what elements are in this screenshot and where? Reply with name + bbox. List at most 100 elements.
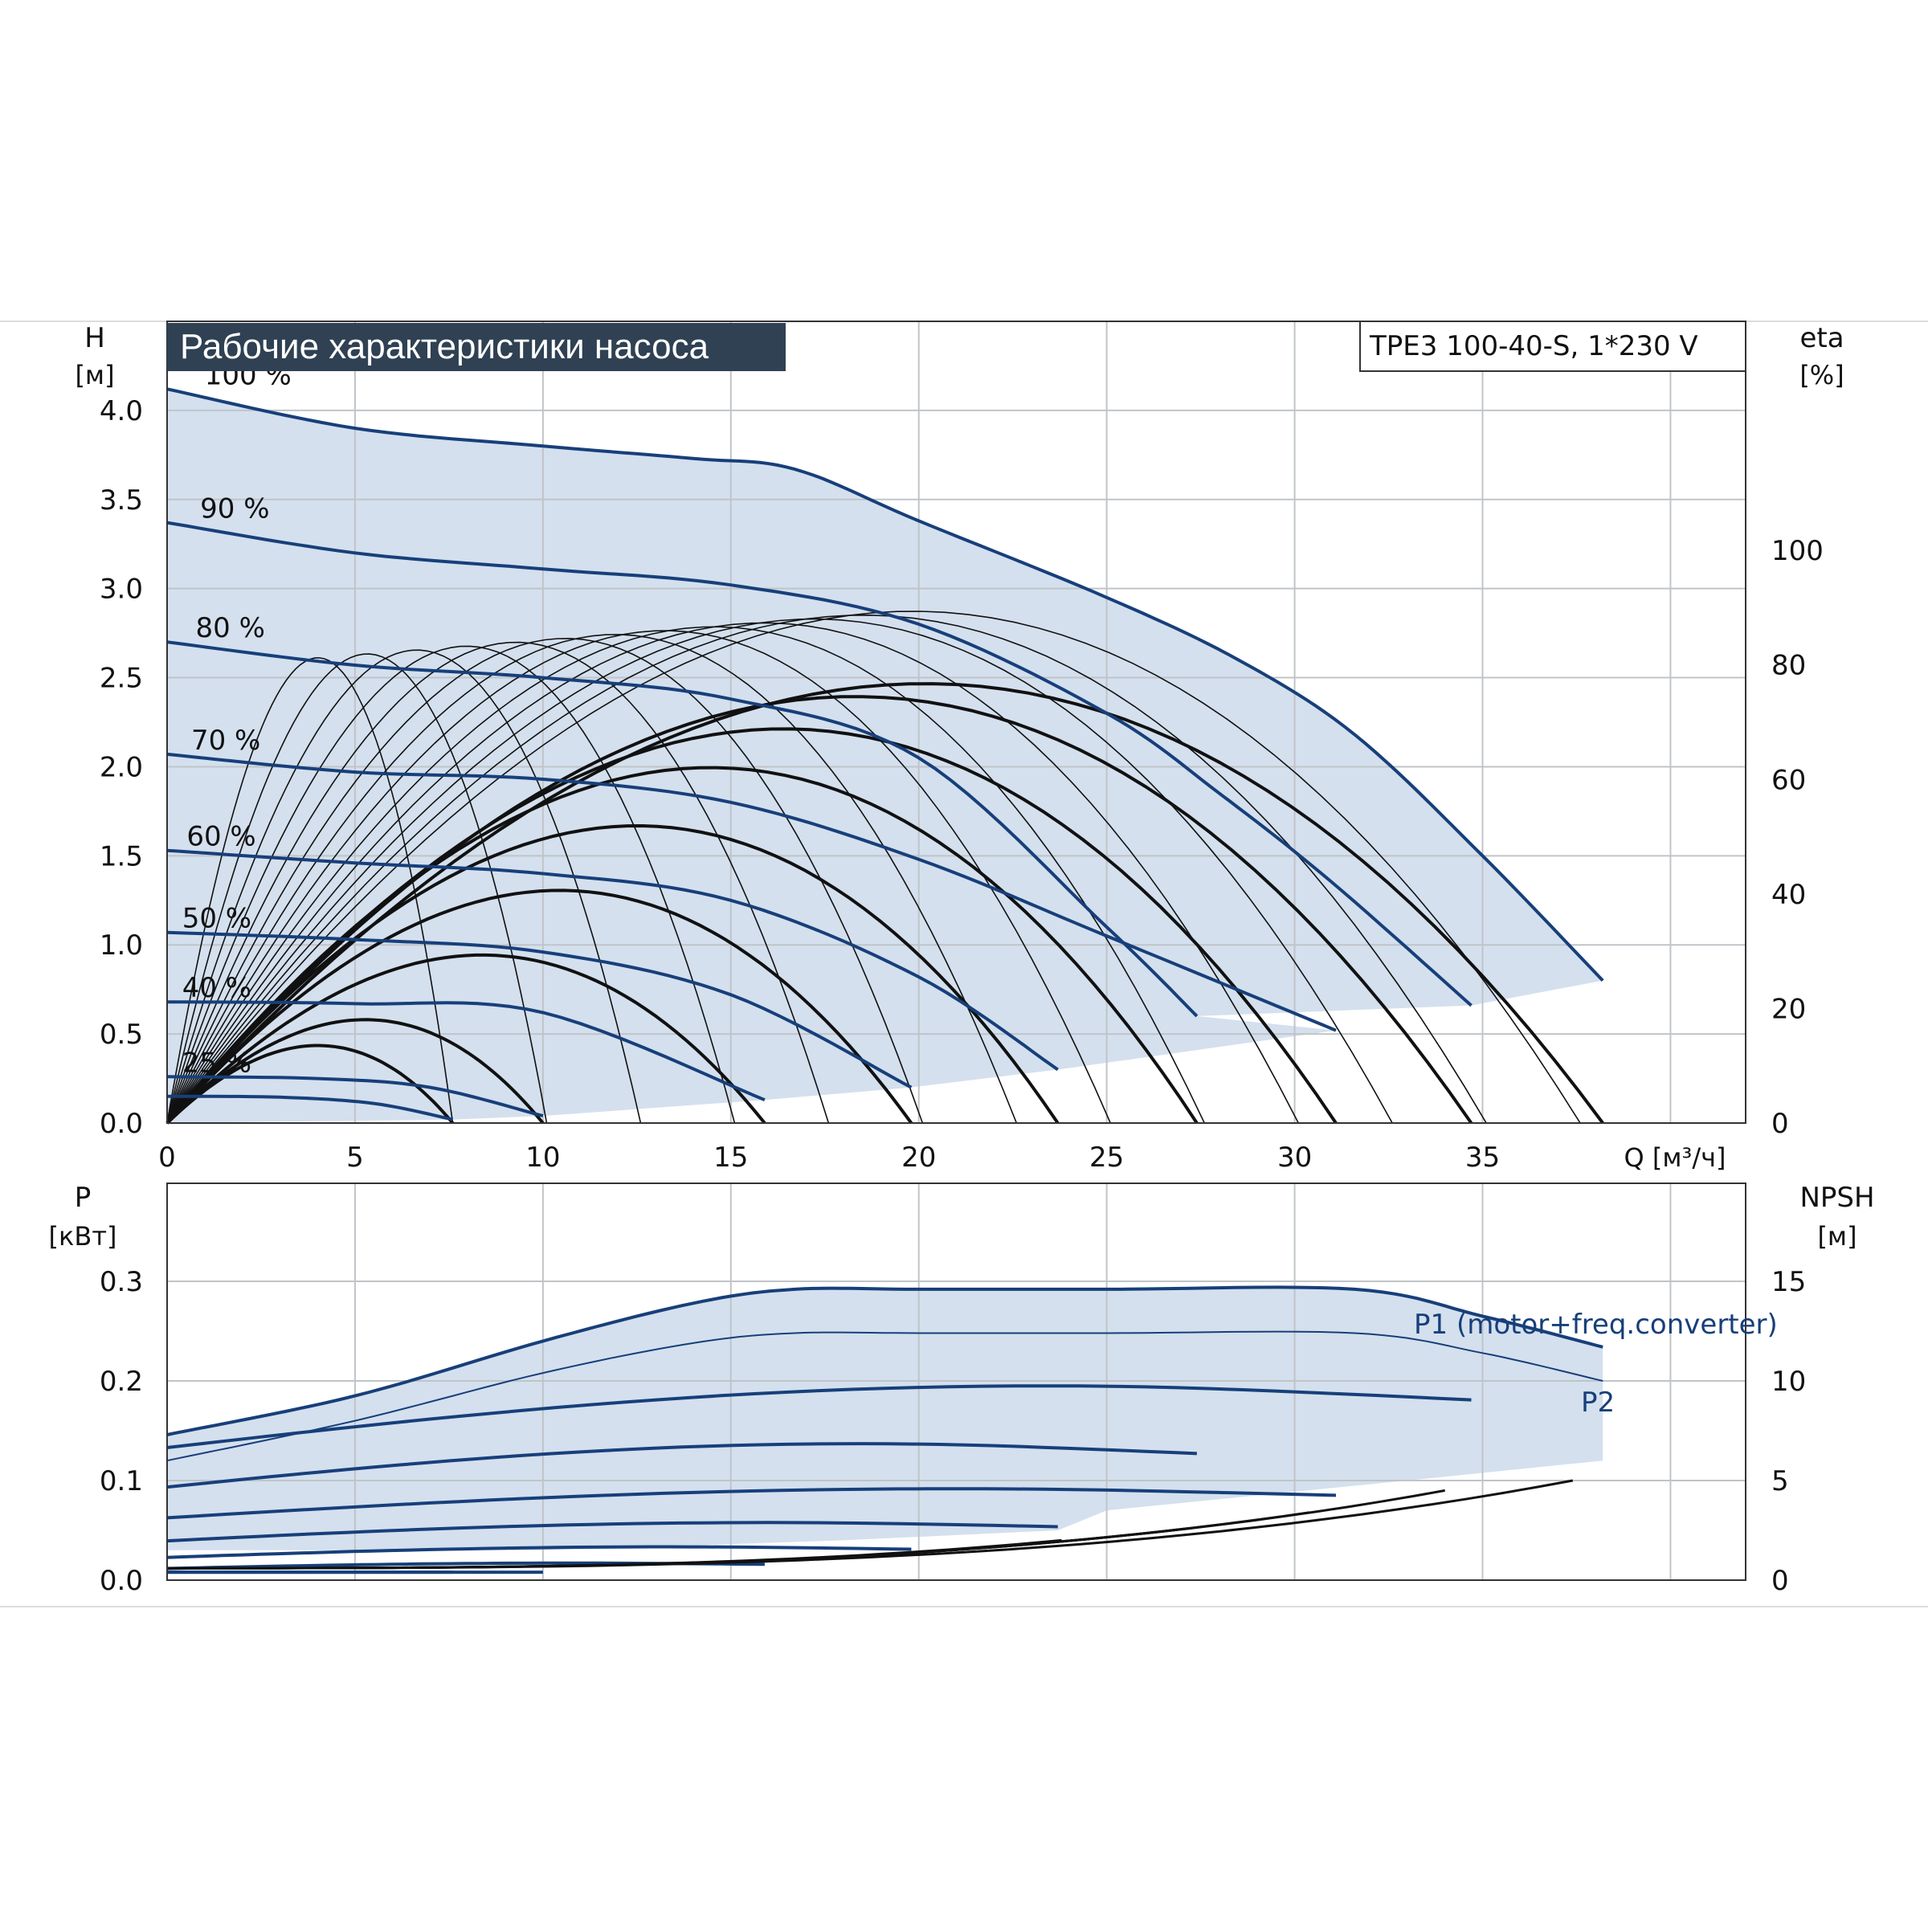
eta-curve xyxy=(165,682,1604,1125)
model-label: TPE3 100-40-S, 1*230 V xyxy=(1369,330,1698,362)
eta-curve xyxy=(165,695,1473,1125)
y-right-tick-label: 0 xyxy=(1771,1108,1789,1140)
p1-label: P1 (motor+freq.converter) xyxy=(1414,1309,1778,1341)
speed-labels: 100 %90 %80 %70 %60 %50 %40 %25 % xyxy=(182,359,292,1079)
y-right-tick-label: 20 xyxy=(1771,993,1806,1025)
eta-thin-curve xyxy=(166,641,830,1124)
y-tick-label: 0.3 xyxy=(100,1266,143,1298)
y-tick-label: 4.0 xyxy=(100,395,143,427)
y-right-tick-label: 80 xyxy=(1771,650,1806,682)
eta-thin-curve xyxy=(166,626,1206,1124)
npsh-axis-unit: [м] xyxy=(1817,1221,1857,1252)
h-axis-unit: [м] xyxy=(75,360,114,390)
power-speed-curve xyxy=(166,1487,1337,1520)
y-tick-label: 0.0 xyxy=(100,1108,143,1140)
power-speed-curve xyxy=(166,1442,1197,1489)
npsh-curves xyxy=(167,1479,1574,1570)
head-curve xyxy=(166,848,1059,1072)
power-envelope-area xyxy=(167,1287,1603,1550)
npsh-axis-label: NPSH xyxy=(1799,1182,1874,1214)
y-right-tick-label: 40 xyxy=(1771,879,1806,911)
x-tick-label: 5 xyxy=(346,1142,364,1174)
eta-thin-curve xyxy=(166,611,1581,1124)
head-frame xyxy=(166,321,1746,1124)
eta-curve xyxy=(165,1018,545,1125)
head-curve xyxy=(166,752,1337,1032)
y-tick-label: 2.0 xyxy=(100,751,143,783)
power-axes: 0.0 0.1 0.2 0.3 0 5 10 15 xyxy=(100,1182,1806,1597)
eta-axis-unit: [%] xyxy=(1799,360,1844,390)
model-box xyxy=(1359,321,1746,372)
y-tick-label: 3.0 xyxy=(100,574,143,606)
y-right-tick-label: 10 xyxy=(1771,1366,1806,1398)
speed-label: 80 % xyxy=(196,612,265,644)
y-tick-label: 3.5 xyxy=(100,484,143,517)
x-tick-label: 30 xyxy=(1277,1142,1312,1174)
y-tick-label: 1.0 xyxy=(100,929,143,962)
head-curve xyxy=(166,1094,454,1121)
speed-label: 90 % xyxy=(200,493,269,525)
power-frame xyxy=(166,1182,1746,1581)
eta-thin-curve xyxy=(166,653,548,1124)
p-axis-unit: [кВт] xyxy=(49,1221,117,1252)
head-curve xyxy=(166,1075,544,1118)
head-curve xyxy=(166,640,1199,1018)
eta-thin-curve xyxy=(166,622,1300,1124)
y-tick-label: 0.0 xyxy=(100,1565,143,1597)
p2-label: P2 xyxy=(1581,1387,1615,1419)
y-right-tick-label: 0 xyxy=(1771,1565,1789,1597)
head-curve xyxy=(166,930,913,1089)
x-tick-label: 10 xyxy=(525,1142,560,1174)
eta-thin-curve xyxy=(166,634,1018,1124)
speed-label: 60 % xyxy=(186,821,255,853)
head-axes: 0 5 10 15 20 25 30 35 0.0 0.5 1.0 1.5 2.0 2.5 3.0 3.5 4.… xyxy=(100,321,1824,1174)
power-speed-curve xyxy=(166,1521,1058,1543)
speed-label: 70 % xyxy=(191,725,260,757)
x-tick-label: 20 xyxy=(901,1142,936,1174)
eta-thin-curve xyxy=(166,630,1112,1124)
head-envelope-area xyxy=(167,389,1603,1123)
speed-label: 40 % xyxy=(182,972,251,1004)
y-tick-label: 0.1 xyxy=(100,1465,143,1497)
q-axis-label: Q [м³/ч] xyxy=(1624,1142,1726,1173)
title-box xyxy=(167,323,786,371)
head-curves xyxy=(166,387,1604,1121)
npsh-curve xyxy=(167,1479,1574,1570)
speed-label: 25 % xyxy=(182,1047,251,1079)
efficiency-curves xyxy=(165,611,1604,1125)
y-tick-label: 1.5 xyxy=(100,840,143,872)
x-tick-label: 15 xyxy=(713,1142,748,1174)
head-envelope xyxy=(167,389,1603,1123)
eta-thin-curve xyxy=(166,645,736,1124)
eta-thin-curve xyxy=(166,614,1487,1124)
y-right-tick-label: 5 xyxy=(1771,1465,1789,1497)
p-axis-label: P xyxy=(75,1182,92,1214)
head-curve xyxy=(166,387,1604,982)
head-curve xyxy=(166,521,1473,1007)
y-right-tick-label: 60 xyxy=(1771,764,1806,796)
eta-curve xyxy=(165,727,1338,1125)
power-speed-curve xyxy=(166,1384,1472,1449)
power-envelope xyxy=(167,1287,1603,1550)
p1-curve xyxy=(166,1285,1603,1436)
eta-curve xyxy=(165,1044,455,1125)
speed-label: 50 % xyxy=(182,903,251,935)
eta-axis-label: eta xyxy=(1799,322,1844,354)
eta-curve xyxy=(165,823,1060,1125)
x-tick-label: 35 xyxy=(1465,1142,1500,1174)
x-tick-label: 0 xyxy=(158,1142,176,1174)
y-tick-label: 0.2 xyxy=(100,1366,143,1398)
eta-thin-curve xyxy=(166,649,642,1124)
power-curves xyxy=(166,1285,1603,1575)
y-tick-label: 2.5 xyxy=(100,663,143,695)
p2-curve xyxy=(166,1330,1603,1462)
y-right-tick-label: 15 xyxy=(1771,1266,1806,1298)
eta-curve xyxy=(165,953,766,1125)
y-right-tick-label: 100 xyxy=(1771,535,1824,567)
head-curve xyxy=(166,1000,766,1102)
chart-title: Рабочие характеристики насоса xyxy=(180,327,709,366)
power-speed-curve xyxy=(166,1545,912,1559)
h-axis-label: H xyxy=(84,322,105,354)
